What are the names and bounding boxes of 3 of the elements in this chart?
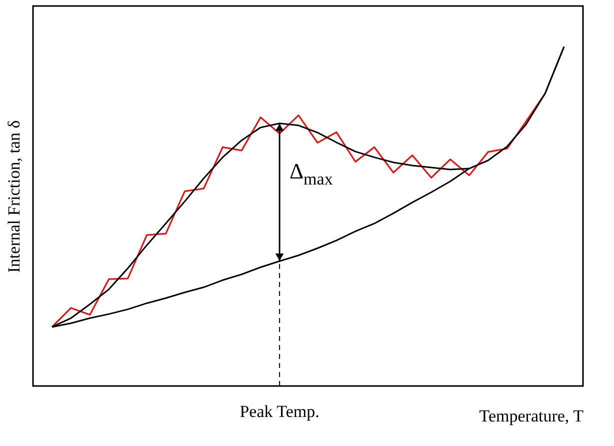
- y-axis-title: Internal Friction, tan δ: [4, 120, 24, 273]
- text: Peak Temp.: [240, 402, 320, 421]
- x-axis-title: Temperature, T: [479, 406, 584, 426]
